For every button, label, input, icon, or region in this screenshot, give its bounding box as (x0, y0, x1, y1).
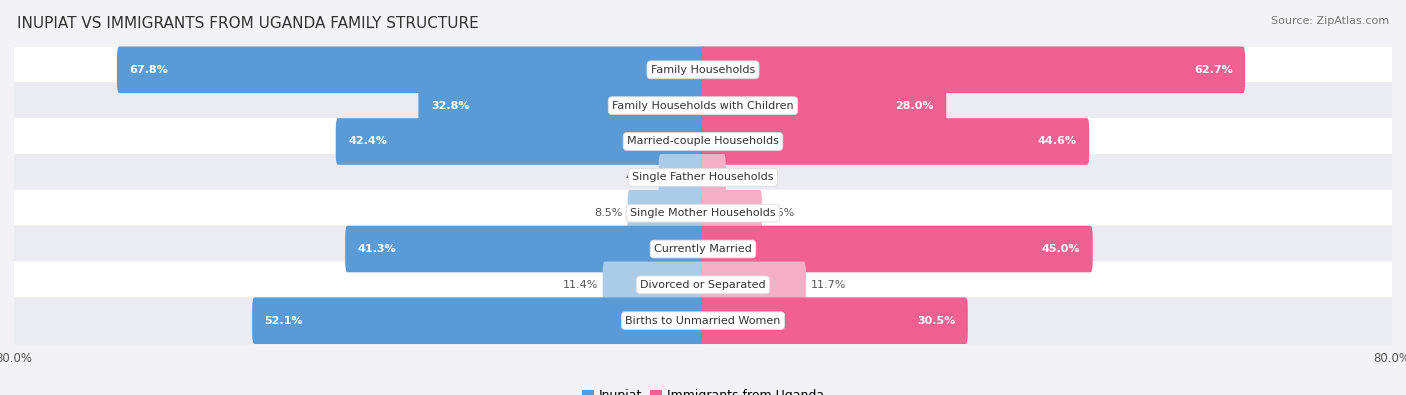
Text: Divorced or Separated: Divorced or Separated (640, 280, 766, 290)
Text: 42.4%: 42.4% (349, 137, 387, 147)
FancyBboxPatch shape (8, 46, 1398, 93)
FancyBboxPatch shape (700, 82, 946, 129)
Text: Currently Married: Currently Married (654, 244, 752, 254)
Text: 28.0%: 28.0% (896, 101, 934, 111)
FancyBboxPatch shape (8, 226, 1398, 273)
Text: Single Mother Households: Single Mother Households (630, 208, 776, 218)
Text: 44.6%: 44.6% (1038, 137, 1077, 147)
Text: INUPIAT VS IMMIGRANTS FROM UGANDA FAMILY STRUCTURE: INUPIAT VS IMMIGRANTS FROM UGANDA FAMILY… (17, 16, 478, 31)
Text: 2.4%: 2.4% (731, 172, 759, 182)
Text: Single Father Households: Single Father Households (633, 172, 773, 182)
FancyBboxPatch shape (8, 297, 1398, 344)
Text: 52.1%: 52.1% (264, 316, 304, 326)
FancyBboxPatch shape (700, 261, 806, 308)
FancyBboxPatch shape (627, 190, 706, 237)
Text: 30.5%: 30.5% (917, 316, 955, 326)
FancyBboxPatch shape (8, 261, 1398, 308)
Text: 6.6%: 6.6% (766, 208, 794, 218)
Text: Married-couple Households: Married-couple Households (627, 137, 779, 147)
Text: 11.7%: 11.7% (811, 280, 846, 290)
FancyBboxPatch shape (117, 47, 706, 93)
FancyBboxPatch shape (346, 226, 706, 272)
FancyBboxPatch shape (700, 226, 1092, 272)
Text: 32.8%: 32.8% (430, 101, 470, 111)
FancyBboxPatch shape (700, 118, 1090, 165)
FancyBboxPatch shape (700, 190, 762, 237)
FancyBboxPatch shape (419, 82, 706, 129)
FancyBboxPatch shape (700, 297, 967, 344)
FancyBboxPatch shape (658, 154, 706, 201)
Text: Source: ZipAtlas.com: Source: ZipAtlas.com (1271, 16, 1389, 26)
Text: 8.5%: 8.5% (595, 208, 623, 218)
FancyBboxPatch shape (8, 118, 1398, 165)
Text: Family Households with Children: Family Households with Children (612, 101, 794, 111)
FancyBboxPatch shape (700, 47, 1246, 93)
Text: 41.3%: 41.3% (357, 244, 396, 254)
Text: 4.9%: 4.9% (626, 172, 654, 182)
FancyBboxPatch shape (336, 118, 706, 165)
Text: 67.8%: 67.8% (129, 65, 169, 75)
Legend: Inupiat, Immigrants from Uganda: Inupiat, Immigrants from Uganda (576, 384, 830, 395)
FancyBboxPatch shape (603, 261, 706, 308)
Text: 45.0%: 45.0% (1042, 244, 1080, 254)
Text: 11.4%: 11.4% (562, 280, 598, 290)
FancyBboxPatch shape (8, 190, 1398, 237)
Text: Births to Unmarried Women: Births to Unmarried Women (626, 316, 780, 326)
Text: Family Households: Family Households (651, 65, 755, 75)
Text: 62.7%: 62.7% (1194, 65, 1233, 75)
FancyBboxPatch shape (8, 82, 1398, 129)
FancyBboxPatch shape (252, 297, 706, 344)
FancyBboxPatch shape (700, 154, 725, 201)
FancyBboxPatch shape (8, 154, 1398, 201)
